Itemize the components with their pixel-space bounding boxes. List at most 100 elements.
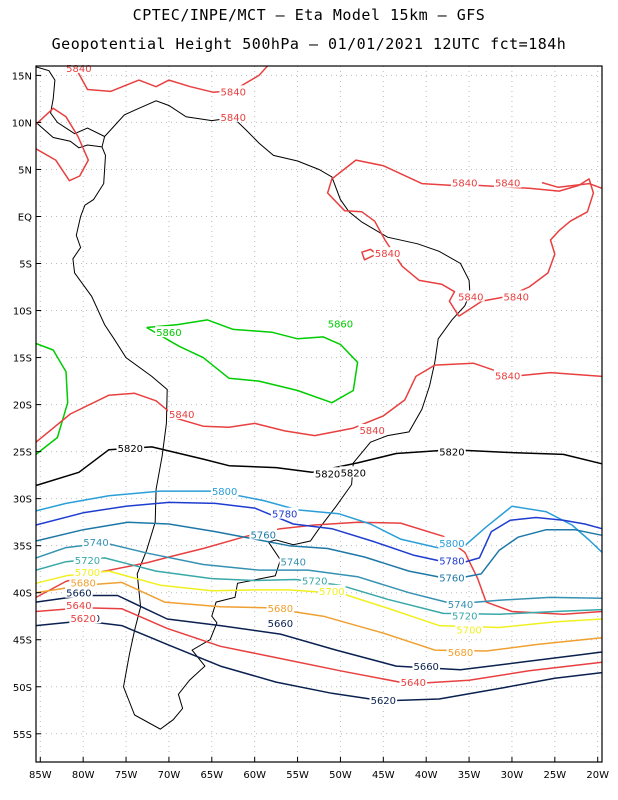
contour-5840: [35, 362, 603, 443]
contour-label: 5820: [341, 468, 366, 479]
contour-label: 5840: [375, 249, 400, 260]
lon-tick-label: 20W: [586, 770, 609, 781]
contour-label-bg: [502, 290, 531, 302]
contour-label-bg: [73, 566, 102, 578]
contour-label-bg: [373, 247, 402, 259]
contour-label-bg: [266, 616, 295, 628]
contour-label-bg: [438, 445, 466, 457]
contour-label: 5860: [328, 320, 353, 331]
contour-label-bg: [210, 485, 239, 497]
contour-label-bg: [438, 554, 466, 566]
lat-tick-label: 30S: [13, 495, 32, 506]
contour-label: 5680: [70, 578, 95, 589]
contour-label: 5720: [75, 556, 100, 567]
contour-label: 5840: [221, 113, 246, 124]
contour-label: 5820: [439, 448, 464, 459]
contour-label: 5680: [268, 604, 293, 615]
contour-label-bg: [69, 576, 97, 588]
contour-label: 5800: [212, 487, 237, 498]
contour-5660: [35, 594, 603, 671]
contour-label: 5740: [83, 538, 108, 549]
south-america-coastline: [72, 100, 471, 730]
contour-label-bg: [446, 645, 475, 657]
contour-label: 5640: [66, 601, 91, 612]
contour-label-bg: [167, 408, 196, 419]
contour-label-bg: [438, 536, 466, 548]
contour-label: 5660: [413, 662, 438, 673]
lat-tick-label: 5N: [18, 165, 32, 176]
contour-label-bg: [412, 660, 440, 672]
contour-label-bg: [456, 290, 485, 302]
contour-label: 5620: [70, 614, 95, 625]
contour-label: 5800: [439, 539, 464, 550]
contour-label-bg: [65, 61, 93, 73]
map-frame: [35, 65, 603, 763]
lon-tick-label: 75W: [115, 770, 138, 781]
contour-label: 5820: [118, 444, 143, 455]
lat-tick-label: 10N: [12, 118, 32, 129]
contour-label: 5840: [66, 64, 91, 75]
lon-tick-label: 85W: [29, 770, 52, 781]
lat-tick-label: 25S: [13, 448, 32, 459]
contour-label-bg: [450, 609, 479, 621]
contour-5640: [35, 607, 603, 685]
lat-tick-label: 35S: [13, 542, 32, 553]
contour-label-bg: [450, 176, 479, 188]
central-america-pacific-coastline: [35, 122, 103, 149]
lat-tick-label: 55S: [13, 730, 32, 741]
contour-label-bg: [279, 555, 308, 567]
contour-label: 5840: [169, 410, 194, 421]
lat-tick-label: 15N: [12, 71, 32, 82]
lon-tick-label: 50W: [329, 770, 352, 781]
title-line-1: CPTEC/INPE/MCT – Eta Model 15km – GFS: [132, 6, 486, 24]
contour-label-bg: [455, 623, 483, 635]
contour-5680: [35, 581, 603, 652]
title-line-2: Geopotential Height 500hPa – 01/01/2021 …: [51, 35, 567, 53]
contour-label: 5740: [281, 558, 306, 569]
lon-tick-label: 45W: [372, 770, 395, 781]
contour-label: 5720: [302, 576, 327, 587]
contour-label-bg: [318, 584, 346, 596]
lon-tick-label: 35W: [458, 770, 481, 781]
contour-label: 5620: [371, 696, 396, 707]
contour-label: 5700: [75, 568, 100, 579]
lat-tick-label: 45S: [13, 636, 32, 647]
contour-label-bg: [493, 369, 522, 381]
contour-label: 5760: [439, 574, 464, 585]
lon-tick-label: 30W: [501, 770, 524, 781]
contour-label: 5820: [315, 469, 340, 480]
contour-5860: [35, 342, 69, 455]
contour-label: 5640: [401, 678, 426, 689]
central-america-coastline: [35, 66, 105, 137]
lon-tick-label: 65W: [200, 770, 223, 781]
lat-tick-label: 10S: [13, 307, 32, 318]
contour-label: 5740: [448, 600, 473, 611]
contour-label: 5780: [272, 510, 297, 521]
contour-label: 5860: [156, 328, 181, 339]
graticule: [36, 66, 602, 762]
contour-5840: [35, 521, 603, 616]
lat-tick-label: 50S: [13, 683, 32, 694]
lat-tick-label: 20S: [13, 401, 32, 412]
contour-label: 5780: [439, 557, 464, 568]
coastline-layer: [35, 66, 471, 730]
contour-layer: [35, 65, 603, 702]
axis-tick-labels: 15N 10N 5N EQ 5S 10S 15S 20S 25S 30S 35S 40S 45S 50S 5…: [12, 71, 609, 781]
contour-label-bg: [399, 676, 428, 688]
lon-tick-label: 40W: [415, 770, 438, 781]
contour-label-bg: [65, 586, 93, 598]
contour-label-bg: [266, 601, 295, 613]
contour-5840: [541, 181, 603, 190]
contour-label-bg: [326, 317, 355, 329]
contour-label: 5680: [448, 648, 473, 659]
contour-5840: [361, 248, 377, 261]
contour-5720: [35, 557, 603, 616]
contour-5760: [35, 521, 603, 581]
contour-label: 5840: [504, 292, 529, 303]
contour-label-bg: [358, 423, 386, 435]
contour-label-bg: [73, 553, 102, 565]
contour-label: 5660: [268, 619, 293, 630]
contour-label: 5700: [319, 587, 344, 598]
contour-label: 5840: [495, 179, 520, 190]
contour-label: 5840: [495, 371, 520, 382]
